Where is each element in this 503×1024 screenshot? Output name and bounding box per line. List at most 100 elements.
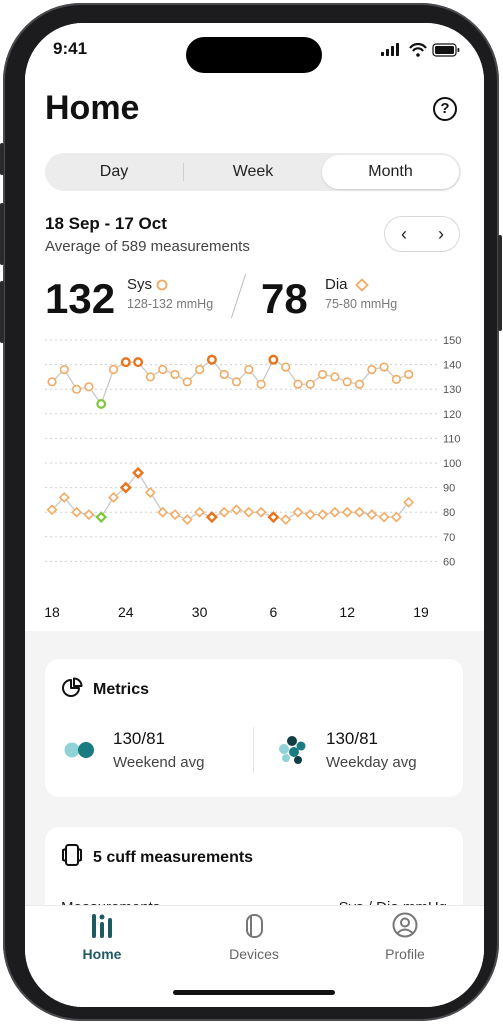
pie-chart-icon [62,677,83,697]
segment-month[interactable]: Month [322,155,459,189]
dia-point [132,466,145,479]
dia-point [157,506,169,518]
sys-point [404,369,414,380]
dia-diamond-icon [355,278,369,292]
cuff-title: 5 cuff measurements [93,849,254,866]
screen: 9:41 Hom [25,23,484,1007]
sys-point [145,372,155,382]
cuff-icon [62,844,82,866]
volume-down-button [0,281,4,343]
previous-period-button[interactable]: ‹ [401,224,407,244]
status-icons [381,43,460,57]
sys-point [108,364,119,375]
dia-point [366,509,378,521]
dia-point [292,506,304,518]
weekday-avg-label: Weekday avg [326,754,417,771]
sys-point [133,357,144,368]
sys-point [367,364,377,375]
sys-point [47,377,57,387]
x-tick-day: 12 [339,604,355,620]
dia-point [341,506,353,518]
sys-point [256,379,266,389]
blood-pressure-chart: 1501401301201101009080706018SEP24SEP30SE… [44,335,461,620]
y-tick-label: 140 [443,360,461,372]
dia-point [194,506,206,518]
dia-point [304,509,316,521]
sys-point [71,384,82,394]
x-tick-day: 18 [44,604,60,620]
battery-icon [432,43,460,57]
tab-profile-label: Profile [385,946,425,962]
metrics-title: Metrics [93,681,150,698]
x-tick-day: 30 [192,604,208,620]
series-line-sys [51,358,409,406]
period-navigator: ‹ › [384,216,460,252]
dia-point [119,481,132,494]
dia-point [71,506,83,518]
sys-point [268,354,279,365]
dia-point [267,511,280,524]
phone-frame: 9:41 Hom [0,3,502,1021]
dia-point [144,487,156,498]
sys-point [305,379,315,389]
segment-divider [183,163,184,181]
dia-point [181,514,193,526]
segment-day[interactable]: Day [99,163,129,180]
x-tick-day: 19 [413,604,429,620]
wifi-icon [409,43,427,57]
dia-range: 75-80 mmHg [325,297,398,311]
y-tick-label: 80 [443,507,455,519]
tab-devices-label: Devices [229,946,279,962]
date-range: 18 Sep - 17 Oct [45,214,167,233]
y-tick-label: 100 [443,458,461,470]
dia-point [329,506,341,518]
dia-point [46,504,58,516]
sys-point [182,377,192,387]
sys-value: 132 [45,275,116,322]
sys-point [379,362,389,372]
dia-point [243,506,255,518]
y-tick-label: 60 [443,556,455,568]
next-period-button[interactable]: › [438,224,444,244]
dia-point [231,504,242,516]
home-bars-icon [92,914,112,938]
sys-point [219,369,229,380]
y-tick-label: 110 [443,433,461,445]
dia-point [255,506,267,518]
period-segmented-control: Day Week Month [45,153,461,191]
dia-point [205,511,218,524]
dia-point [390,511,402,523]
weekend-dots-icon [64,742,94,758]
y-tick-label: 70 [443,532,455,544]
sys-point [281,362,291,372]
sys-range: 128-132 mmHg [127,297,214,311]
sys-point [354,379,365,389]
y-tick-label: 120 [443,409,461,421]
metrics-card[interactable]: Metrics 130/81 Weekend avg 130/81 Weekda… [45,659,463,797]
dia-point [378,511,390,523]
sys-point [158,364,168,375]
dia-point [83,509,95,521]
segment-week[interactable]: Week [232,163,274,180]
sys-point [195,364,205,375]
dia-point [169,509,181,521]
sys-point [206,354,217,365]
weekend-avg-value: 130/81 [113,729,165,748]
value-separator [230,273,247,319]
sys-point [330,372,340,382]
dia-point [58,492,70,503]
dia-point [403,496,415,508]
sys-point [59,364,69,375]
summary-section: 9:41 Hom [25,23,484,631]
sys-circle-icon [156,279,168,291]
sys-point [391,374,402,384]
tab-home-label: Home [82,946,122,962]
sys-point [293,379,303,389]
signal-icon [381,43,399,56]
volume-up-button [0,203,4,265]
y-tick-label: 90 [443,483,455,495]
dynamic-island [186,37,322,73]
question-circle-icon[interactable]: ? [433,97,457,121]
y-tick-label: 150 [443,335,461,347]
sys-point [231,377,242,387]
